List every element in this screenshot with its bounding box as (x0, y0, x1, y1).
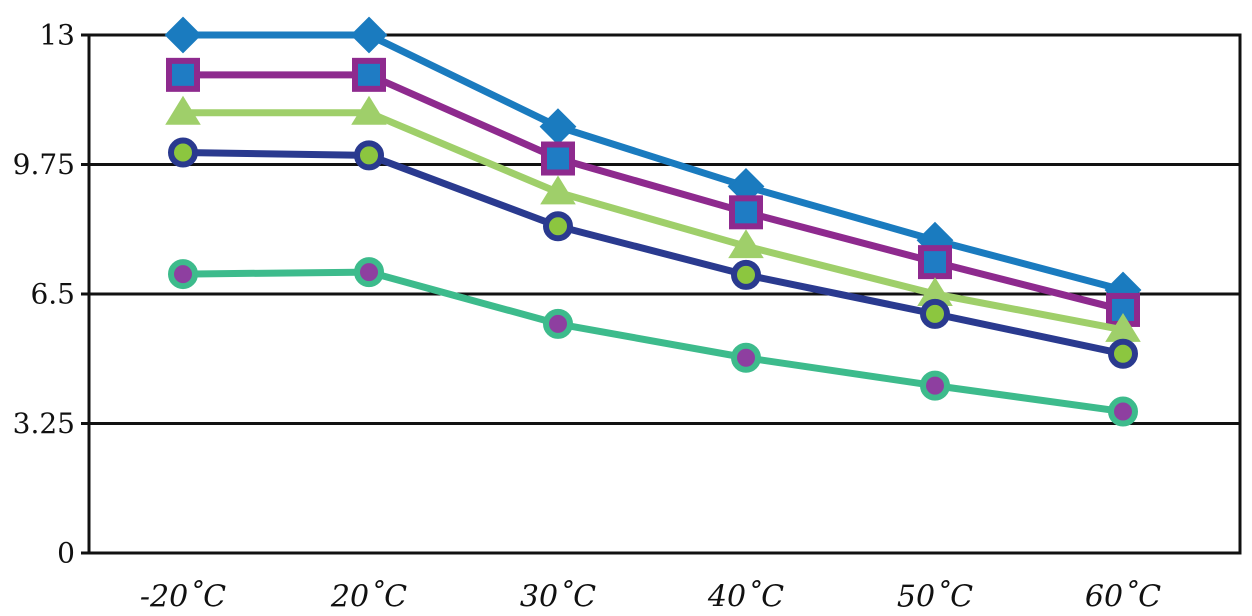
data-point (351, 95, 387, 125)
x-axis-ticks: -20˚C 20˚C 30˚C 40˚C 50˚C 60˚C (140, 580, 1161, 615)
data-point (166, 57, 200, 92)
series-1 (164, 16, 1142, 309)
x-tick-label: 40˚C (707, 580, 784, 615)
y-tick-label: 3.25 (13, 407, 75, 440)
data-point (731, 259, 761, 290)
data-point (918, 245, 952, 280)
series-line (179, 71, 1127, 314)
data-point (541, 141, 575, 176)
data-point (920, 370, 950, 401)
data-point (354, 140, 384, 171)
data-point (1108, 396, 1138, 427)
x-tick-label: 20˚C (330, 580, 407, 615)
data-point (168, 259, 198, 290)
data-point (168, 137, 198, 168)
series-line (179, 149, 1127, 358)
x-tick-label: 60˚C (1085, 580, 1161, 615)
series-2 (166, 57, 1140, 327)
data-point (354, 257, 384, 288)
x-tick-label: 30˚C (520, 580, 596, 615)
data-point (540, 175, 576, 205)
x-tick-label: -20˚C (140, 580, 226, 615)
data-point (165, 95, 201, 125)
data-point (539, 108, 577, 146)
series-line (179, 109, 1127, 334)
series-group (164, 16, 1142, 427)
data-point (543, 211, 573, 242)
y-tick-label: 0 (57, 537, 75, 570)
data-point (350, 16, 388, 54)
series-3 (165, 95, 1141, 342)
plot-frame (87, 33, 1242, 555)
series-5 (168, 257, 1138, 427)
y-tick-label: 9.75 (13, 148, 75, 181)
data-point (1108, 338, 1138, 369)
y-tick-label: 6.5 (30, 278, 75, 311)
data-point (729, 195, 763, 230)
series-line (179, 268, 1127, 416)
series-4 (168, 137, 1138, 369)
data-point (543, 308, 573, 339)
data-point (352, 57, 386, 92)
data-point (728, 229, 764, 259)
data-point (731, 342, 761, 373)
series-line (179, 31, 1127, 294)
data-point (164, 16, 202, 54)
data-point (920, 298, 950, 329)
y-tick-label: 13 (39, 19, 75, 52)
x-tick-label: 50˚C (897, 580, 973, 615)
y-axis-ticks: 0 3.25 6.5 9.75 13 (13, 19, 75, 570)
